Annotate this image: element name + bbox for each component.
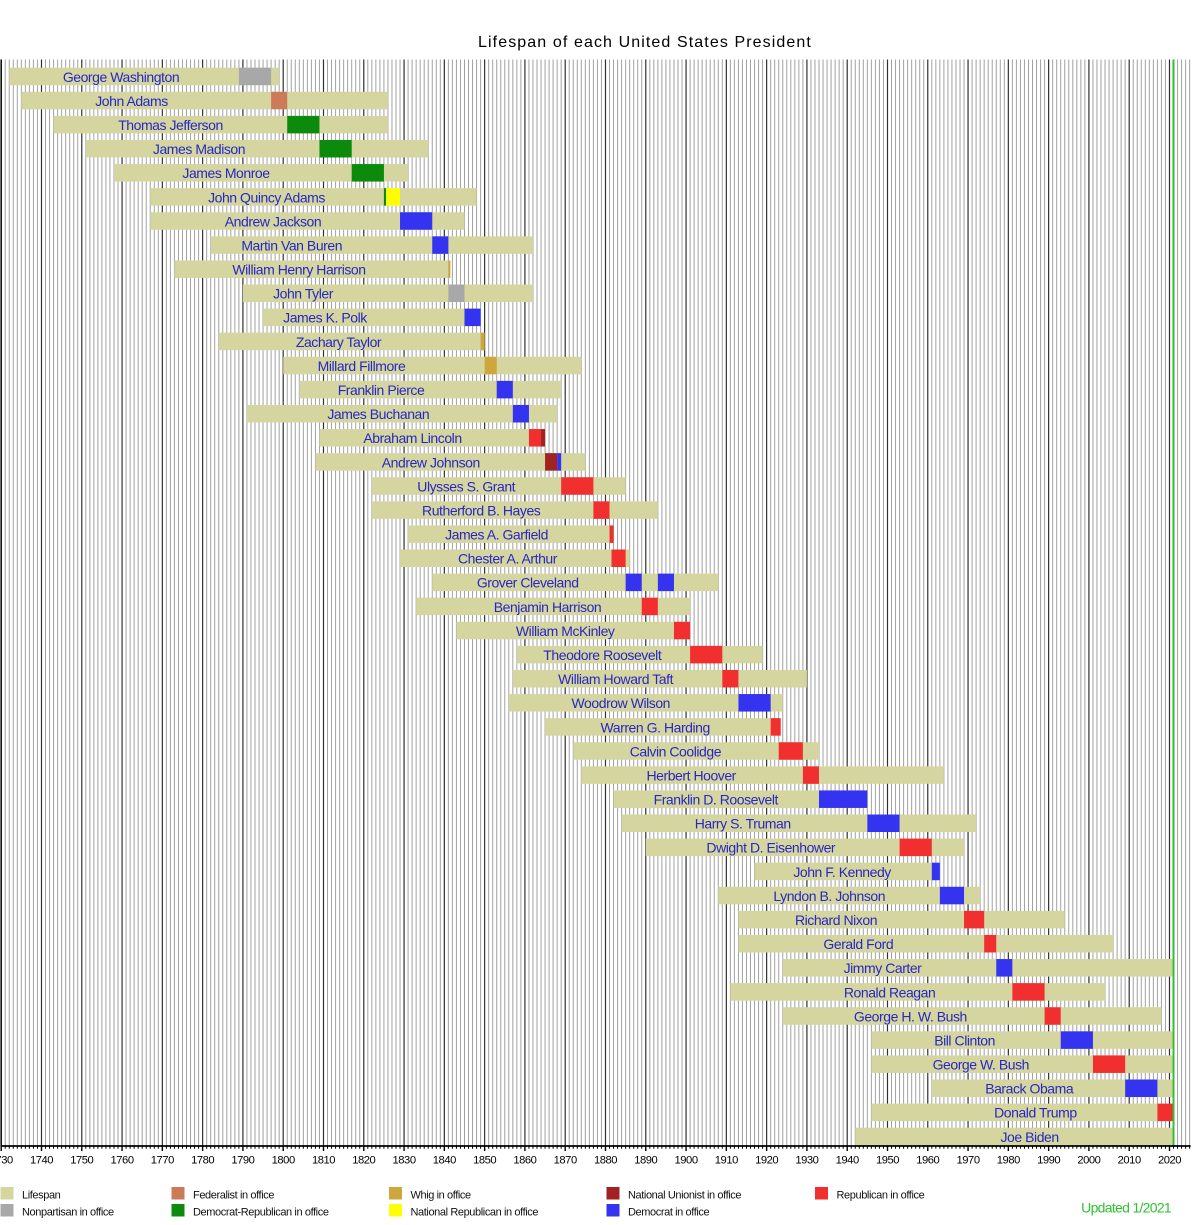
svg-text:John F. Kennedy: John F. Kennedy (793, 864, 891, 880)
svg-text:1800: 1800 (272, 1155, 295, 1167)
svg-text:2010: 2010 (1118, 1155, 1141, 1167)
svg-text:Republican in office: Republican in office (837, 1190, 925, 1202)
svg-text:Barack Obama: Barack Obama (985, 1081, 1074, 1097)
svg-text:Rutherford B. Hayes: Rutherford B. Hayes (422, 502, 541, 518)
svg-text:John Adams: John Adams (95, 93, 168, 109)
svg-text:1730: 1730 (0, 1155, 13, 1167)
svg-text:Thomas Jefferson: Thomas Jefferson (118, 117, 223, 133)
svg-text:George Washington: George Washington (63, 69, 179, 85)
svg-text:Theodore Roosevelt: Theodore Roosevelt (543, 647, 662, 663)
svg-text:Grover Cleveland: Grover Cleveland (477, 575, 579, 591)
svg-text:Warren G. Harding: Warren G. Harding (601, 719, 710, 735)
svg-text:Millard Fillmore: Millard Fillmore (318, 358, 406, 374)
svg-text:1910: 1910 (715, 1155, 738, 1167)
svg-text:William Howard Taft: William Howard Taft (558, 671, 673, 687)
svg-text:1850: 1850 (473, 1155, 496, 1167)
svg-text:Federalist in office: Federalist in office (193, 1190, 274, 1202)
svg-text:Gerald Ford: Gerald Ford (823, 936, 893, 952)
svg-text:2000: 2000 (1077, 1155, 1100, 1167)
svg-text:1990: 1990 (1037, 1155, 1060, 1167)
svg-text:Lyndon B. Johnson: Lyndon B. Johnson (773, 888, 885, 904)
svg-text:Franklin Pierce: Franklin Pierce (338, 382, 425, 398)
svg-text:John Quincy Adams: John Quincy Adams (208, 189, 325, 205)
svg-text:National Unionist in office: National Unionist in office (628, 1190, 741, 1202)
svg-text:1770: 1770 (151, 1155, 174, 1167)
svg-text:James Madison: James Madison (153, 141, 245, 157)
svg-text:Abraham Lincoln: Abraham Lincoln (363, 430, 461, 446)
svg-text:1880: 1880 (594, 1155, 617, 1167)
svg-text:William McKinley: William McKinley (516, 623, 615, 639)
svg-text:1950: 1950 (876, 1155, 899, 1167)
svg-text:1780: 1780 (191, 1155, 214, 1167)
svg-text:George W. Bush: George W. Bush (933, 1057, 1029, 1073)
svg-text:James Monroe: James Monroe (182, 165, 270, 181)
svg-text:Lifespan of each United States: Lifespan of each United States President (478, 34, 812, 51)
svg-text:1790: 1790 (231, 1155, 254, 1167)
svg-text:Bill Clinton: Bill Clinton (934, 1032, 995, 1048)
svg-text:Joe Biden: Joe Biden (1000, 1129, 1058, 1145)
svg-text:Franklin D. Roosevelt: Franklin D. Roosevelt (654, 792, 779, 808)
svg-text:Democrat in office: Democrat in office (628, 1207, 710, 1219)
svg-text:1810: 1810 (312, 1155, 335, 1167)
svg-text:1920: 1920 (755, 1155, 778, 1167)
svg-text:Martin Van Buren: Martin Van Buren (241, 237, 342, 253)
svg-text:1980: 1980 (997, 1155, 1020, 1167)
svg-text:James Buchanan: James Buchanan (327, 406, 429, 422)
svg-text:1760: 1760 (111, 1155, 134, 1167)
svg-text:1870: 1870 (554, 1155, 577, 1167)
svg-text:National Republican in office: National Republican in office (411, 1207, 539, 1219)
svg-text:Democrat-Republican in office: Democrat-Republican in office (193, 1207, 329, 1219)
svg-text:William Henry Harrison: William Henry Harrison (232, 262, 365, 278)
svg-text:Ulysses S. Grant: Ulysses S. Grant (417, 478, 515, 494)
svg-text:Benjamin Harrison: Benjamin Harrison (494, 599, 602, 615)
svg-text:Richard Nixon: Richard Nixon (795, 912, 877, 928)
svg-text:Donald Trump: Donald Trump (994, 1105, 1077, 1121)
svg-text:Woodrow Wilson: Woodrow Wilson (572, 695, 670, 711)
svg-text:George H. W. Bush: George H. W. Bush (854, 1008, 967, 1024)
svg-text:1830: 1830 (393, 1155, 416, 1167)
svg-text:1740: 1740 (30, 1155, 53, 1167)
svg-text:Herbert Hoover: Herbert Hoover (646, 767, 736, 783)
svg-text:Andrew Johnson: Andrew Johnson (382, 454, 480, 470)
svg-text:James K. Polk: James K. Polk (283, 310, 368, 326)
svg-text:2020: 2020 (1158, 1155, 1181, 1167)
svg-text:Dwight D. Eisenhower: Dwight D. Eisenhower (706, 840, 836, 856)
svg-text:Lifespan: Lifespan (22, 1190, 61, 1202)
svg-text:Updated 1/2021: Updated 1/2021 (1081, 1200, 1172, 1216)
svg-text:Whig in office: Whig in office (411, 1190, 472, 1202)
svg-text:1860: 1860 (513, 1155, 536, 1167)
svg-text:1970: 1970 (957, 1155, 980, 1167)
svg-text:Jimmy Carter: Jimmy Carter (844, 960, 923, 976)
svg-text:John Tyler: John Tyler (273, 286, 334, 302)
svg-text:1890: 1890 (634, 1155, 657, 1167)
svg-text:Ronald Reagan: Ronald Reagan (844, 984, 935, 1000)
svg-text:1750: 1750 (70, 1155, 93, 1167)
svg-text:Chester A. Arthur: Chester A. Arthur (458, 551, 558, 567)
svg-text:1940: 1940 (836, 1155, 859, 1167)
svg-text:1960: 1960 (916, 1155, 939, 1167)
svg-text:Andrew Jackson: Andrew Jackson (225, 213, 321, 229)
svg-text:Nonpartisan in office: Nonpartisan in office (22, 1207, 114, 1219)
svg-text:Harry S. Truman: Harry S. Truman (695, 816, 791, 832)
svg-text:1900: 1900 (675, 1155, 698, 1167)
svg-text:1930: 1930 (795, 1155, 818, 1167)
svg-text:1820: 1820 (352, 1155, 375, 1167)
svg-text:1840: 1840 (433, 1155, 456, 1167)
svg-text:Zachary Taylor: Zachary Taylor (296, 334, 382, 350)
svg-text:Calvin Coolidge: Calvin Coolidge (630, 743, 722, 759)
svg-text:James A. Garfield: James A. Garfield (445, 527, 548, 543)
